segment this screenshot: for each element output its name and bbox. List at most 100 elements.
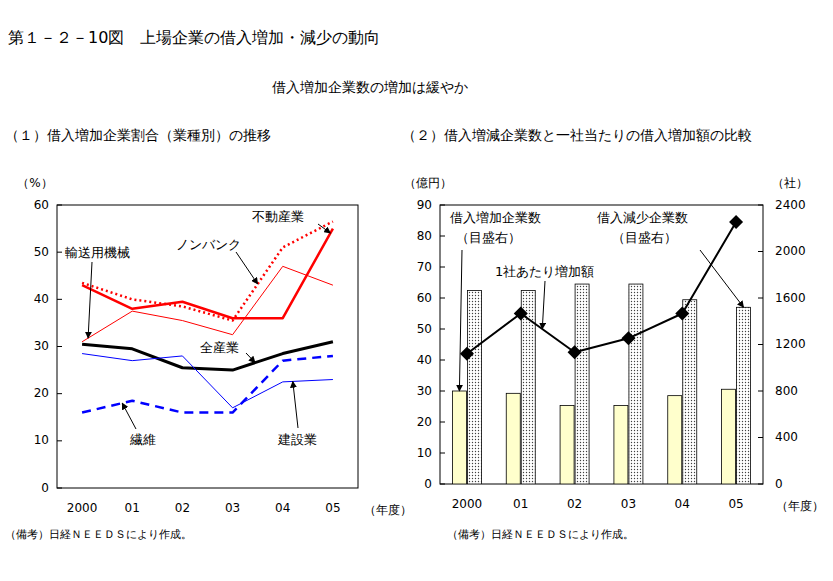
- x-tick-label: 05: [728, 497, 743, 511]
- y2-tick-label: 800: [775, 384, 798, 398]
- x-tick-label: 04: [275, 501, 290, 515]
- y-tick: [440, 205, 445, 206]
- y-tick: [440, 298, 445, 299]
- marker: [568, 345, 582, 359]
- y-tick: [57, 488, 62, 489]
- marker: [621, 331, 635, 345]
- series-label: 建設業: [277, 432, 317, 447]
- leader-arrow: [236, 252, 258, 284]
- y-tick: [440, 391, 445, 392]
- marks: [452, 215, 750, 484]
- y-axis-label: （%）: [17, 176, 52, 190]
- leader-arrow: [246, 353, 255, 363]
- x-tick-label: 01: [125, 501, 140, 515]
- leader-arrow: [318, 224, 330, 233]
- y2-tick-label: 1200: [775, 337, 806, 351]
- leader-arrow: [700, 250, 744, 307]
- y-tick: [57, 346, 62, 347]
- source-note: （備考）日経ＮＥＥＤＳにより作成。: [5, 528, 192, 541]
- plot-frame: [440, 205, 763, 484]
- y2-tick: [758, 205, 763, 206]
- figure-subtitle: 借入増加企業数の増加は緩やか: [272, 79, 468, 95]
- x-axis-label: （年度）: [364, 503, 412, 517]
- x-tick-label: 2000: [452, 497, 483, 511]
- y-tick: [440, 360, 445, 361]
- y2-tick: [758, 484, 763, 485]
- y-tick-label: 60: [34, 198, 49, 212]
- plot-frame: [57, 205, 358, 488]
- y-tick: [57, 393, 62, 394]
- y-tick: [57, 205, 62, 206]
- y-axis-label: （億円）: [404, 176, 452, 190]
- series-label: 繊維: [129, 432, 156, 447]
- y-tick-label: 10: [34, 433, 49, 447]
- y-tick-label: 90: [417, 198, 432, 212]
- y-tick: [440, 484, 445, 485]
- canvas: 第１－２－10図 上場企業の借入増加・減少の動向借入増加企業数の増加は緩やか01…: [0, 0, 833, 581]
- y-tick-label: 50: [34, 245, 49, 259]
- series-label: 不動産業: [252, 209, 304, 224]
- series-label: 借入減少企業数: [597, 210, 688, 225]
- figure: 第１－２－10図 上場企業の借入増加・減少の動向借入増加企業数の増加は緩やか01…: [0, 0, 833, 581]
- annotation: （目盛右）: [456, 230, 521, 245]
- bar: [614, 406, 628, 484]
- x-tick-label: 02: [175, 501, 190, 515]
- x-tick-label: 03: [621, 497, 636, 511]
- bar: [629, 284, 643, 484]
- y-tick: [57, 252, 62, 253]
- bar: [452, 391, 466, 484]
- y-tick: [440, 267, 445, 268]
- series-label: 全産業: [200, 340, 239, 355]
- y2-tick-label: 2000: [775, 244, 806, 258]
- y2-tick-label: 400: [775, 430, 798, 444]
- y-tick-label: 30: [417, 384, 432, 398]
- y-tick: [440, 329, 445, 330]
- leader-arrow: [542, 281, 545, 329]
- marker: [729, 215, 743, 229]
- bar: [722, 389, 736, 484]
- y2-tick-label: 1600: [775, 291, 806, 305]
- leader-arrow: [88, 262, 92, 338]
- y-tick: [440, 453, 445, 454]
- series-label: 借入増加企業数: [450, 210, 541, 225]
- x-tick-label: 2000: [67, 501, 98, 515]
- series-label: 輸送用機械: [65, 245, 130, 260]
- y2-tick: [758, 437, 763, 438]
- line: [82, 229, 333, 319]
- y2-tick: [758, 251, 763, 252]
- marker: [675, 307, 689, 321]
- y2-tick: [758, 391, 763, 392]
- bar: [467, 290, 481, 484]
- bar: [668, 396, 682, 484]
- y2-tick-label: 0: [775, 477, 783, 491]
- bar: [575, 284, 589, 484]
- marker: [460, 347, 474, 361]
- x-axis-label: （年度）: [776, 499, 824, 513]
- source-note: （備考）日経ＮＥＥＤＳにより作成。: [447, 528, 634, 541]
- y-tick-label: 70: [417, 260, 432, 274]
- y-tick-label: 60: [417, 291, 432, 305]
- y-tick-label: 0: [424, 477, 432, 491]
- y-tick: [57, 440, 62, 441]
- series-label: 1社あたり増加額: [495, 264, 594, 279]
- y-tick-label: 30: [34, 339, 49, 353]
- chart: 010203040506020000102030405（%）（年度）（備考）日経…: [5, 176, 412, 542]
- y2-tick: [758, 298, 763, 299]
- annotation: （目盛右）: [612, 230, 677, 245]
- y2-tick: [758, 344, 763, 345]
- x-tick-label: 05: [325, 501, 340, 515]
- chart-title: （１）借入増加企業割合（業種別）の推移: [5, 126, 395, 144]
- y-tick-label: 50: [417, 322, 432, 336]
- marker: [514, 307, 528, 321]
- x-tick-label: 03: [225, 501, 240, 515]
- y2-tick-label: 2400: [775, 198, 806, 212]
- series-label: ノンバンク: [176, 237, 241, 252]
- line: [82, 266, 333, 341]
- y-tick-label: 40: [34, 292, 49, 306]
- bar: [560, 406, 574, 484]
- x-tick-label: 01: [513, 497, 528, 511]
- chart: 0102030405060708090040080012001600200024…: [404, 176, 824, 542]
- leader-arrow: [122, 403, 136, 429]
- y-tick-label: 20: [417, 415, 432, 429]
- x-tick-label: 04: [675, 497, 690, 511]
